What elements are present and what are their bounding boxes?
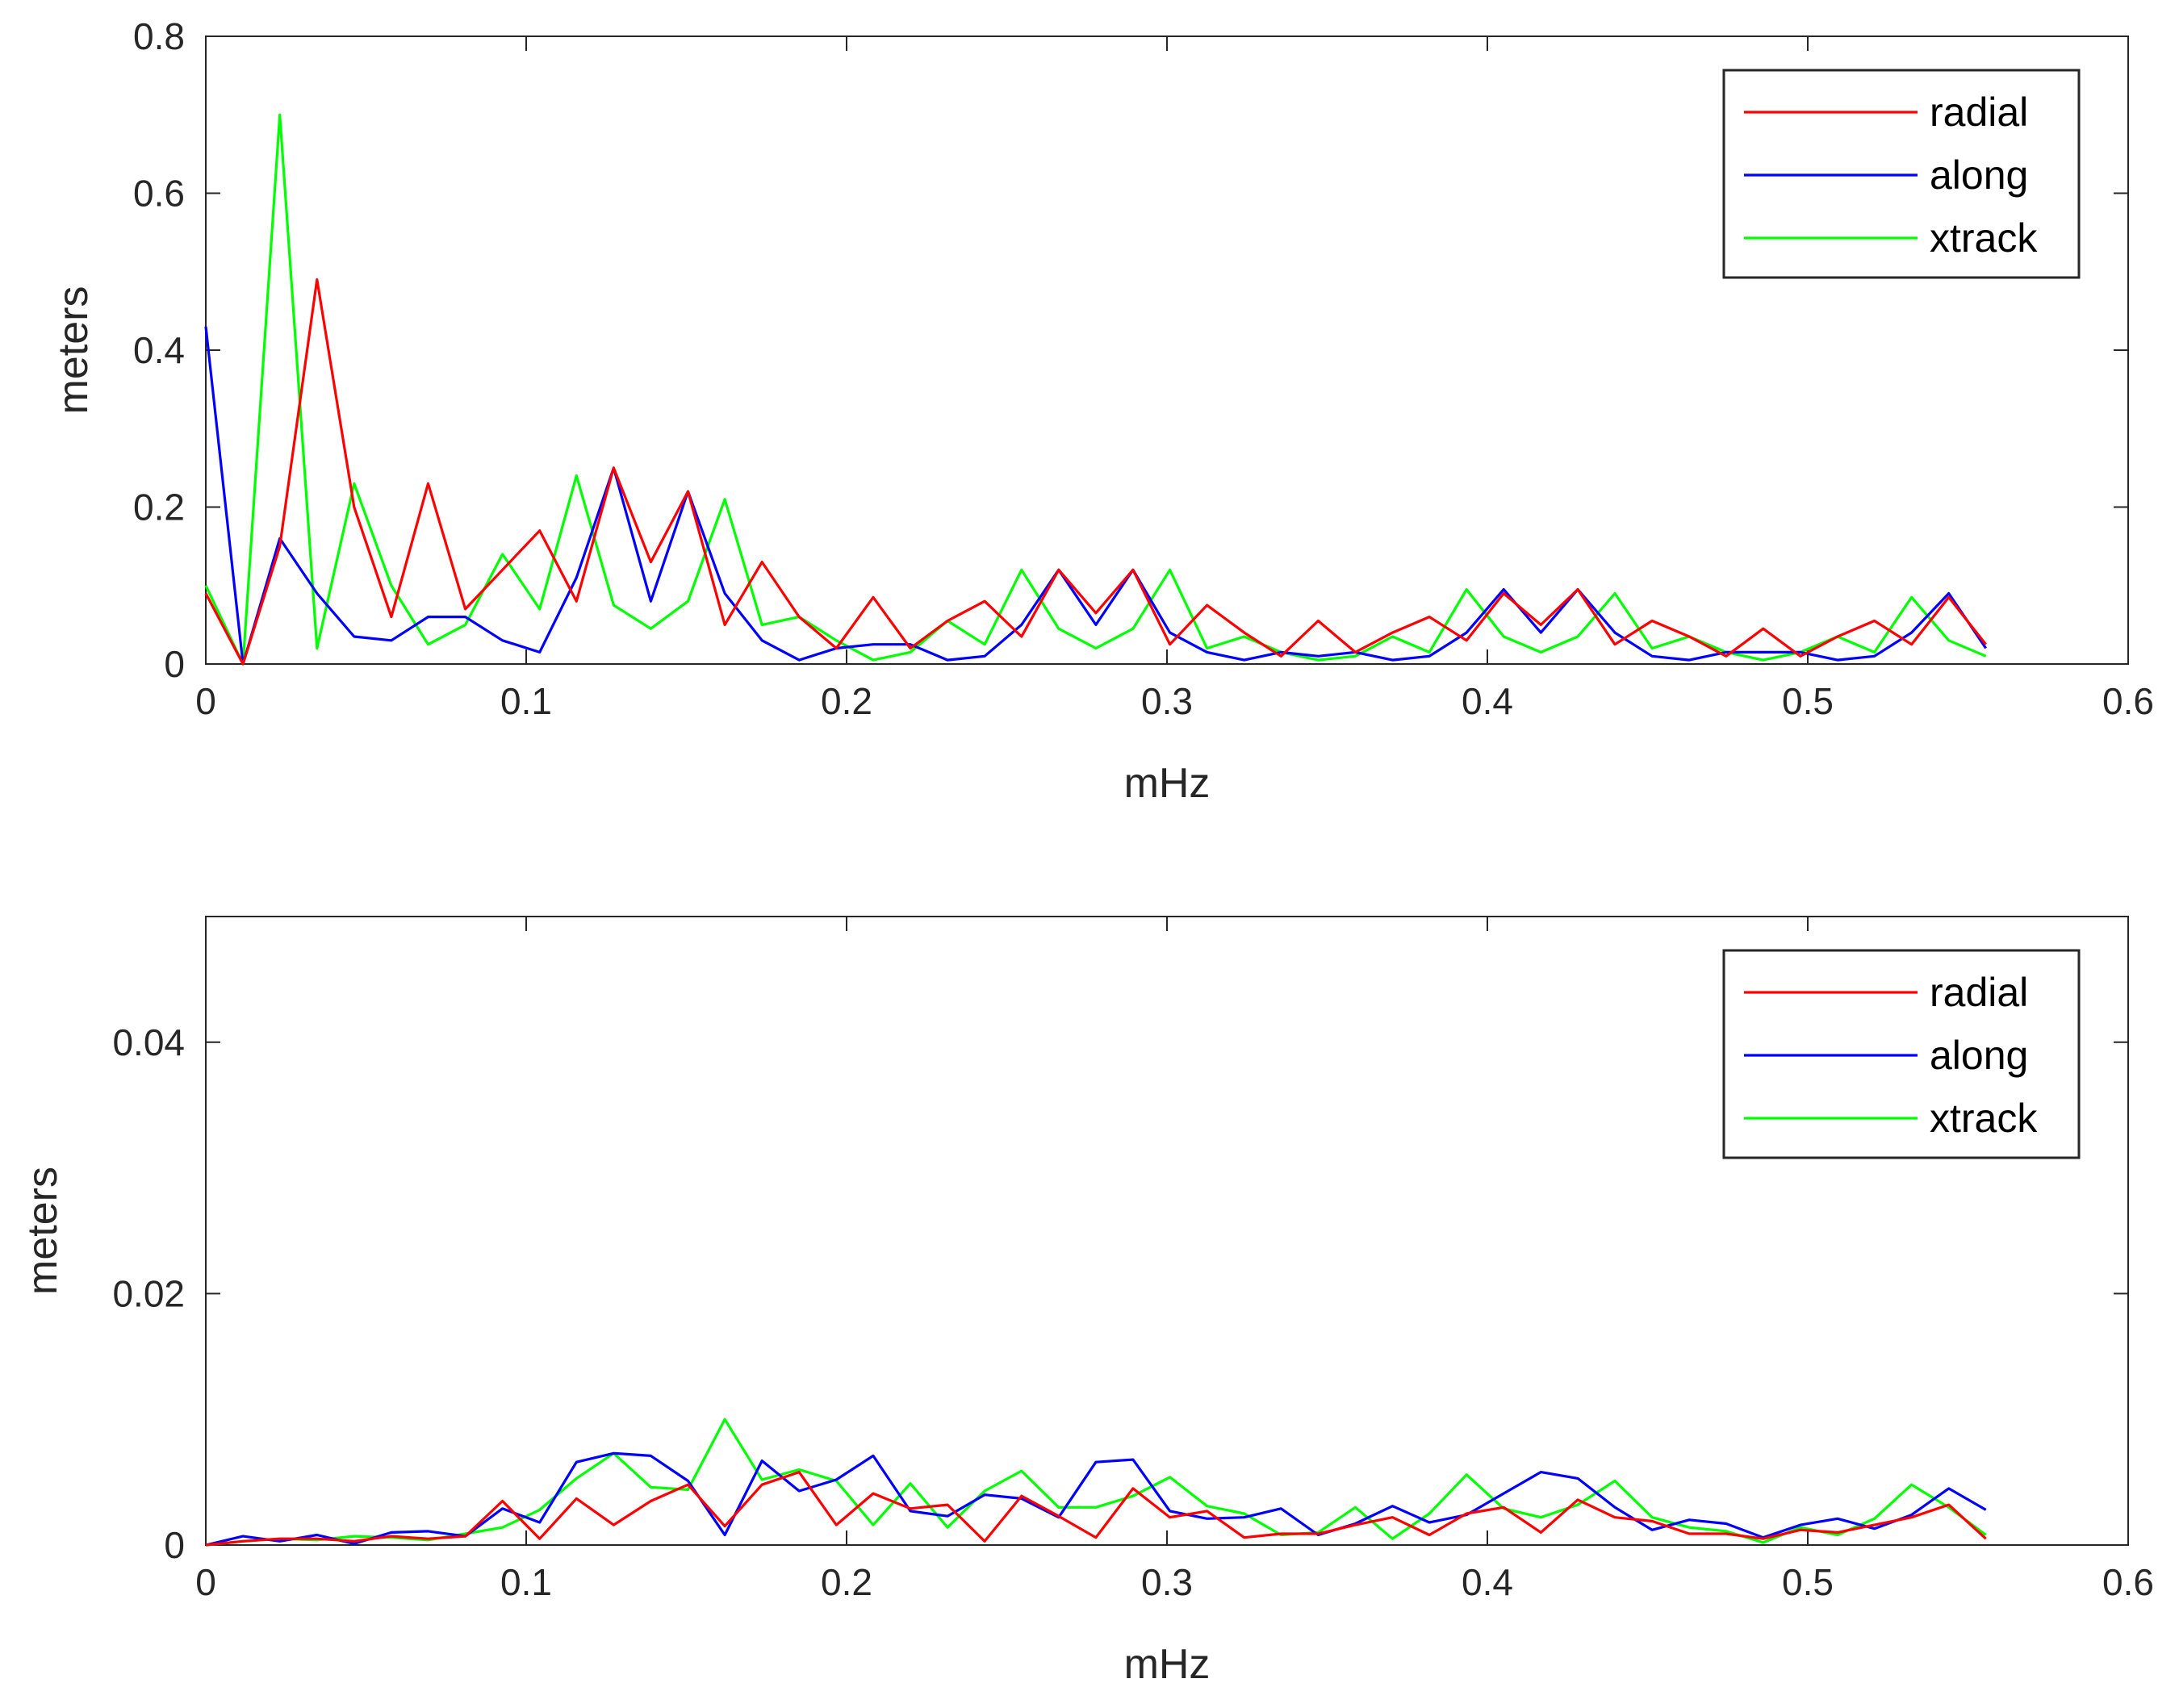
chart1-x-tick-label: 0 bbox=[195, 1561, 216, 1603]
chart0-y-tick-label: 0.6 bbox=[133, 173, 185, 215]
chart0-legend-label-radial: radial bbox=[1930, 90, 2028, 135]
chart0-x-tick-label: 0.1 bbox=[500, 680, 552, 722]
chart0-x-tick-label: 0.6 bbox=[2102, 680, 2154, 722]
chart0-legend-label-along: along bbox=[1930, 152, 2028, 198]
chart1-legend-label-along: along bbox=[1930, 1033, 2028, 1078]
chart1-y-tick-label: 0.02 bbox=[112, 1272, 185, 1314]
chart1-x-tick-label: 0.5 bbox=[1782, 1561, 1834, 1603]
chart0-y-tick-label: 0 bbox=[164, 643, 185, 685]
chart0-y-tick-label: 0.2 bbox=[133, 487, 185, 528]
chart0-x-tick-label: 0.5 bbox=[1782, 680, 1834, 722]
chart0-x-axis-label: mHz bbox=[1124, 760, 1211, 807]
chart1-x-tick-label: 0.3 bbox=[1141, 1561, 1193, 1603]
chart0-y-tick-label: 0.4 bbox=[133, 329, 185, 371]
chart1-legend-label-radial: radial bbox=[1930, 970, 2028, 1015]
chart0-x-tick-label: 0.3 bbox=[1141, 680, 1193, 722]
chart1-y-tick-label: 0.04 bbox=[112, 1021, 185, 1063]
chart0-y-axis-label: meters bbox=[50, 286, 97, 415]
chart1-x-tick-label: 0.4 bbox=[1462, 1561, 1513, 1603]
chart0-x-tick-label: 0.4 bbox=[1462, 680, 1513, 722]
chart0-series-along bbox=[204, 326, 1988, 666]
chart1-series-radial bbox=[205, 1470, 1987, 1547]
chart0-x-tick-label: 0 bbox=[195, 680, 216, 722]
chart0-legend-label-xtrack: xtrack bbox=[1930, 215, 2038, 261]
chart1-y-axis-label: meters bbox=[19, 1167, 66, 1295]
chart1-x-tick-label: 0.6 bbox=[2102, 1561, 2154, 1603]
chart1-legend-label-xtrack: xtrack bbox=[1930, 1096, 2038, 1141]
chart1-x-tick-label: 0.1 bbox=[500, 1561, 552, 1603]
chart1-series-along bbox=[205, 1451, 1987, 1547]
chart0-y-tick-label: 0.8 bbox=[133, 15, 185, 57]
chart0-x-tick-label: 0.2 bbox=[821, 680, 872, 722]
top-chart: 0 0.1 0.2 0.3 0.4 0.5 0.6 0 0.2 0.4 0.6 0.8 mHz meter… bbox=[50, 15, 2154, 807]
chart0-series-radial bbox=[204, 278, 1987, 666]
chart1-legend: radial along xtrack bbox=[1722, 949, 2081, 1159]
chart1-x-tick-label: 0.2 bbox=[821, 1561, 872, 1603]
chart0-legend: radial along xtrack bbox=[1722, 69, 2081, 279]
chart1-y-tick-label: 0 bbox=[164, 1524, 185, 1566]
bottom-chart: 0 0.1 0.2 0.3 0.4 0.5 0.6 0 0.02 0.04 mHz meters rad… bbox=[19, 916, 2154, 1688]
chart1-series-xtrack bbox=[205, 1418, 1987, 1547]
chart1-x-axis-label: mHz bbox=[1124, 1641, 1211, 1688]
